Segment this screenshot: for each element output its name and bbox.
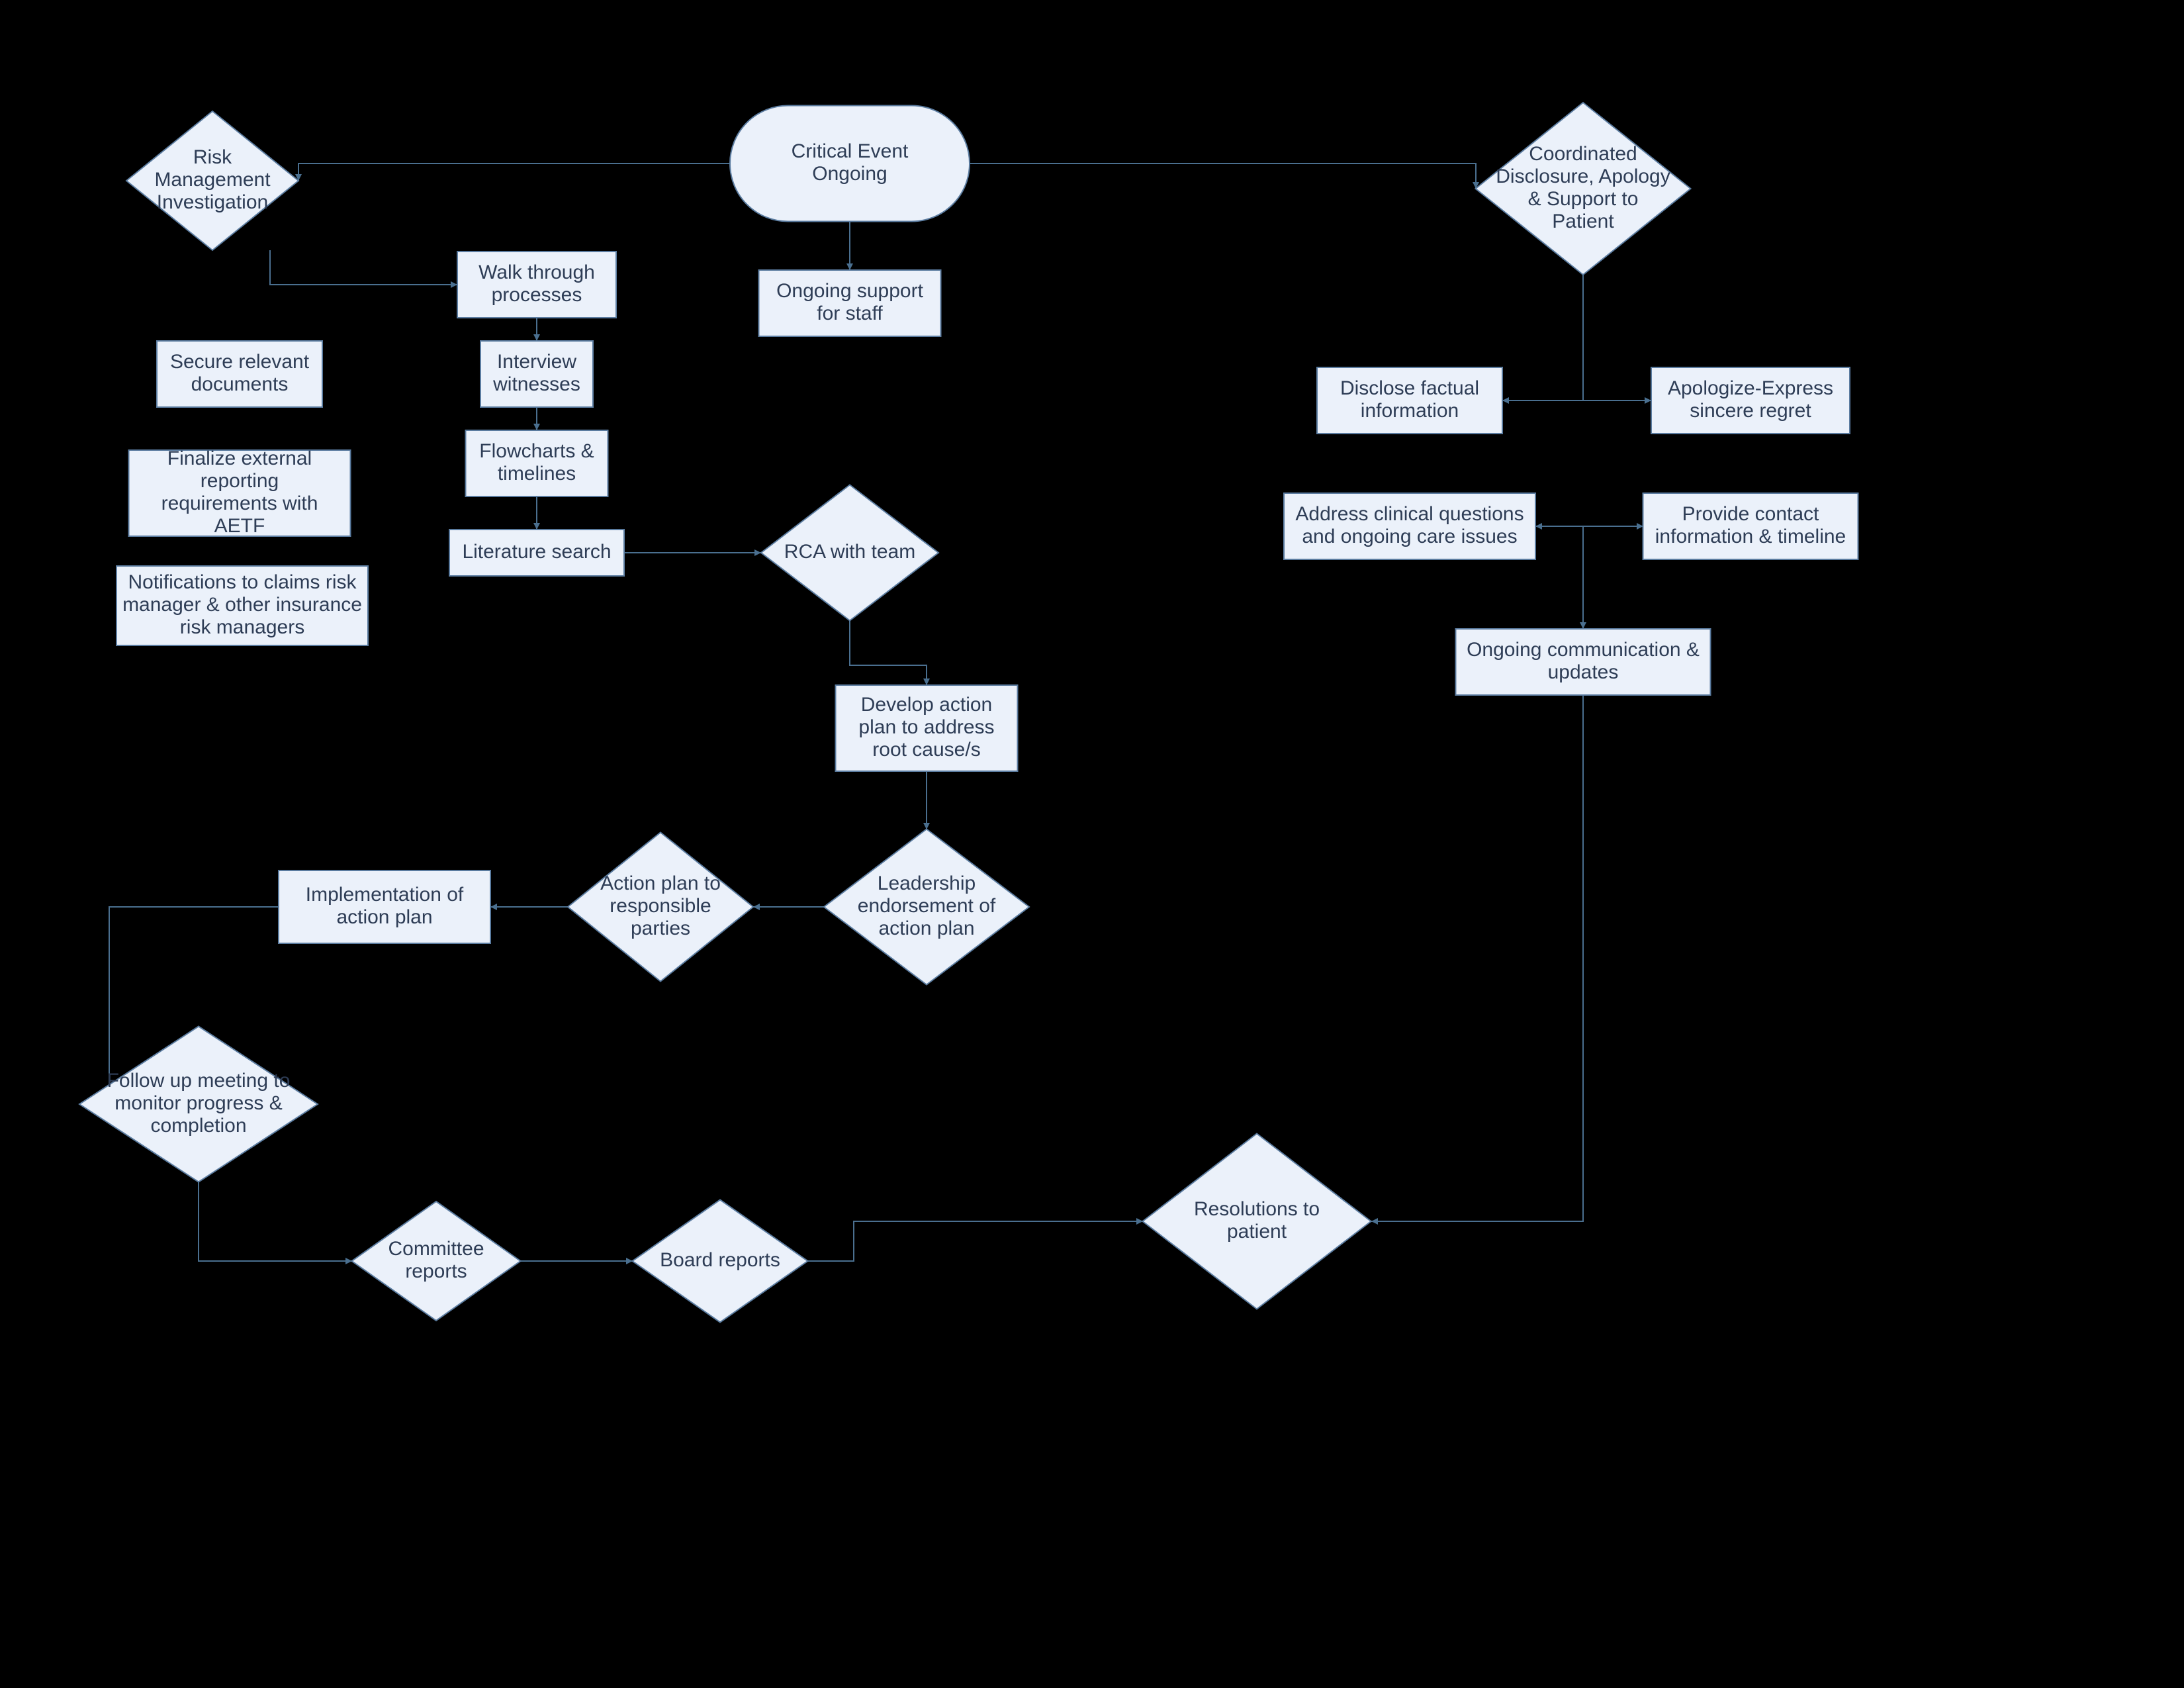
node-ongoingSupport-label-line-0: Ongoing support — [776, 280, 923, 302]
node-riskMgmt-label-line-0: Risk — [193, 146, 232, 168]
edge-ongoingComm-to-resolutions — [1371, 695, 1583, 1221]
node-actionPlan-label-line-1: responsible — [610, 895, 711, 917]
node-developAction-label-line-0: Develop action — [861, 694, 992, 716]
node-walkThrough: Walk throughprocesses — [457, 252, 616, 318]
flowchart-canvas: Critical EventOngoing Ongoing supportfor … — [0, 0, 2184, 1688]
node-notifications: Notifications to claims riskmanager & ot… — [116, 566, 368, 645]
node-discloseFactual-label-line-0: Disclose factual — [1340, 377, 1479, 399]
node-apologize-label-line-0: Apologize-Express — [1668, 377, 1833, 399]
node-provideContact: Provide contactinformation & timeline — [1643, 493, 1858, 559]
node-interview-label-line-1: witnesses — [492, 373, 580, 395]
node-finalizeExt-label-line-3: AETF — [214, 515, 265, 537]
node-actionPlan: Action plan toresponsibleparties — [568, 833, 753, 982]
node-developAction: Develop actionplan to addressroot cause/… — [836, 685, 1018, 771]
node-disclosure-label-line-1: Disclosure, Apology — [1496, 165, 1670, 187]
node-leadership-label-line-2: action plan — [878, 917, 974, 939]
node-ongoingComm-label-line-0: Ongoing communication & — [1467, 639, 1700, 661]
node-followUp-label-line-1: monitor progress & — [114, 1092, 282, 1114]
node-addressClinical: Address clinical questionsand ongoing ca… — [1284, 493, 1535, 559]
node-notifications-label-line-2: risk managers — [180, 616, 304, 638]
node-ongoingComm-label-line-1: updates — [1548, 661, 1619, 683]
node-leadership-label-line-1: endorsement of — [858, 895, 996, 917]
node-actionPlan-label-line-0: Action plan to — [600, 872, 721, 894]
node-disclosure-label-line-2: & Support to — [1528, 188, 1639, 210]
node-secureDocs-label-line-0: Secure relevant — [170, 351, 310, 373]
node-literature: Literature search — [449, 530, 624, 576]
node-addressClinical-label-line-0: Address clinical questions — [1295, 503, 1524, 525]
node-resolutions: Resolutions topatient — [1143, 1134, 1371, 1309]
node-secureDocs-label-line-1: documents — [191, 373, 289, 395]
node-developAction-label-line-1: plan to address — [858, 716, 994, 738]
node-actionPlan-label-line-2: parties — [631, 917, 690, 939]
node-ongoingComm: Ongoing communication &updates — [1456, 629, 1711, 695]
node-committee: Committeereports — [352, 1201, 521, 1321]
node-provideContact-label-line-1: information & timeline — [1655, 526, 1846, 547]
node-resolutions-label-line-0: Resolutions to — [1194, 1198, 1320, 1220]
node-flowcharts: Flowcharts &timelines — [466, 430, 608, 496]
node-secureDocs: Secure relevantdocuments — [157, 341, 322, 407]
node-discloseFactual: Disclose factualinformation — [1317, 367, 1502, 434]
node-committee-label-line-0: Committee — [388, 1238, 484, 1260]
node-developAction-label-line-2: root cause/s — [872, 739, 980, 761]
node-criticalEvent: Critical EventOngoing — [730, 106, 970, 222]
node-literature-label-line-0: Literature search — [462, 541, 611, 563]
node-walkThrough-label-line-0: Walk through — [478, 261, 595, 283]
node-disclosure-label-line-3: Patient — [1552, 211, 1614, 232]
node-board-label-line-0: Board reports — [660, 1249, 780, 1271]
node-riskMgmt-label-line-1: Management — [154, 169, 271, 191]
edge-criticalEvent-to-disclosure — [970, 164, 1476, 189]
node-board: Board reports — [633, 1200, 808, 1323]
node-rca-label-line-0: RCA with team — [784, 541, 915, 563]
node-addressClinical-label-line-1: and ongoing care issues — [1302, 526, 1517, 547]
node-leadership-label-line-0: Leadership — [878, 872, 976, 894]
node-disclosure: CoordinatedDisclosure, Apology& Support … — [1476, 103, 1691, 275]
node-discloseFactual-label-line-1: information — [1361, 400, 1459, 422]
node-ongoingSupport-label-line-1: for staff — [817, 303, 883, 324]
edge-rca-to-developAction — [850, 621, 927, 685]
node-apologize-label-line-1: sincere regret — [1690, 400, 1811, 422]
node-interview-label-line-0: Interview — [497, 351, 576, 373]
node-followUp-label-line-2: completion — [150, 1115, 246, 1137]
node-finalizeExt: Finalize externalreportingrequirements w… — [129, 447, 351, 537]
node-resolutions-label-line-1: patient — [1227, 1221, 1287, 1243]
node-followUp-label-line-0: Follow up meeting to — [107, 1070, 291, 1092]
node-disclosure-label-line-0: Coordinated — [1529, 143, 1637, 165]
node-notifications-label-line-0: Notifications to claims risk — [128, 571, 357, 593]
node-interview: Interviewwitnesses — [480, 341, 593, 407]
node-criticalEvent-label-line-1: Ongoing — [812, 163, 887, 185]
node-riskMgmt: RiskManagementInvestigation — [126, 111, 298, 250]
edge-disclosure-to-discloseFactual — [1502, 275, 1583, 400]
node-apologize: Apologize-Expresssincere regret — [1651, 367, 1850, 434]
node-implementation-label-line-0: Implementation of — [306, 884, 464, 906]
node-notifications-label-line-1: manager & other insurance — [122, 594, 362, 616]
node-leadership: Leadershipendorsement ofaction plan — [824, 829, 1029, 985]
node-finalizeExt-label-line-1: reporting — [201, 470, 279, 492]
node-implementation-label-line-1: action plan — [336, 906, 432, 928]
edge-board-to-resolutions — [808, 1221, 1143, 1261]
node-followUp: Follow up meeting tomonitor progress &co… — [79, 1027, 318, 1182]
node-criticalEvent-label-line-0: Critical Event — [792, 140, 909, 162]
node-finalizeExt-label-line-0: Finalize external — [167, 447, 312, 469]
node-committee-label-line-1: reports — [405, 1260, 467, 1282]
node-ongoingSupport: Ongoing supportfor staff — [759, 270, 941, 336]
node-rca: RCA with team — [761, 485, 938, 621]
node-provideContact-label-line-0: Provide contact — [1682, 503, 1819, 525]
node-riskMgmt-label-line-2: Investigation — [157, 191, 268, 213]
edge-riskMgmt-to-walkThrough — [270, 250, 457, 285]
node-implementation: Implementation ofaction plan — [279, 870, 490, 943]
edge-criticalEvent-to-riskMgmt — [298, 164, 730, 181]
node-walkThrough-label-line-1: processes — [492, 284, 582, 306]
node-finalizeExt-label-line-2: requirements with — [161, 492, 318, 514]
node-flowcharts-label-line-1: timelines — [498, 463, 576, 485]
edge-followUp-to-committee — [199, 1182, 352, 1261]
node-flowcharts-label-line-0: Flowcharts & — [479, 440, 594, 462]
